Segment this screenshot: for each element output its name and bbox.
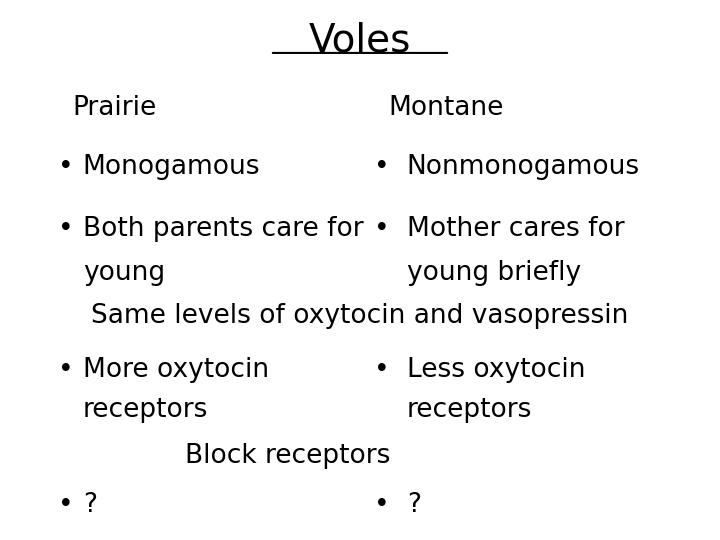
Text: ?: ? <box>83 492 96 518</box>
Text: ?: ? <box>407 492 420 518</box>
Text: young: young <box>83 260 165 286</box>
Text: •: • <box>58 217 73 242</box>
Text: young briefly: young briefly <box>407 260 581 286</box>
Text: More oxytocin: More oxytocin <box>83 357 269 383</box>
Text: Nonmonogamous: Nonmonogamous <box>407 154 640 180</box>
Text: Same levels of oxytocin and vasopressin: Same levels of oxytocin and vasopressin <box>91 303 629 329</box>
Text: •: • <box>374 217 390 242</box>
Text: receptors: receptors <box>407 397 532 423</box>
Text: receptors: receptors <box>83 397 208 423</box>
Text: Less oxytocin: Less oxytocin <box>407 357 585 383</box>
Text: Voles: Voles <box>309 22 411 59</box>
Text: •: • <box>374 154 390 180</box>
Text: Montane: Montane <box>389 95 504 121</box>
Text: Both parents care for: Both parents care for <box>83 217 364 242</box>
Text: •: • <box>58 154 73 180</box>
Text: •: • <box>374 357 390 383</box>
Text: Prairie: Prairie <box>72 95 156 121</box>
Text: Monogamous: Monogamous <box>83 154 261 180</box>
Text: •: • <box>58 357 73 383</box>
Text: Block receptors: Block receptors <box>185 443 391 469</box>
Text: Mother cares for: Mother cares for <box>407 217 624 242</box>
Text: •: • <box>58 492 73 518</box>
Text: •: • <box>374 492 390 518</box>
